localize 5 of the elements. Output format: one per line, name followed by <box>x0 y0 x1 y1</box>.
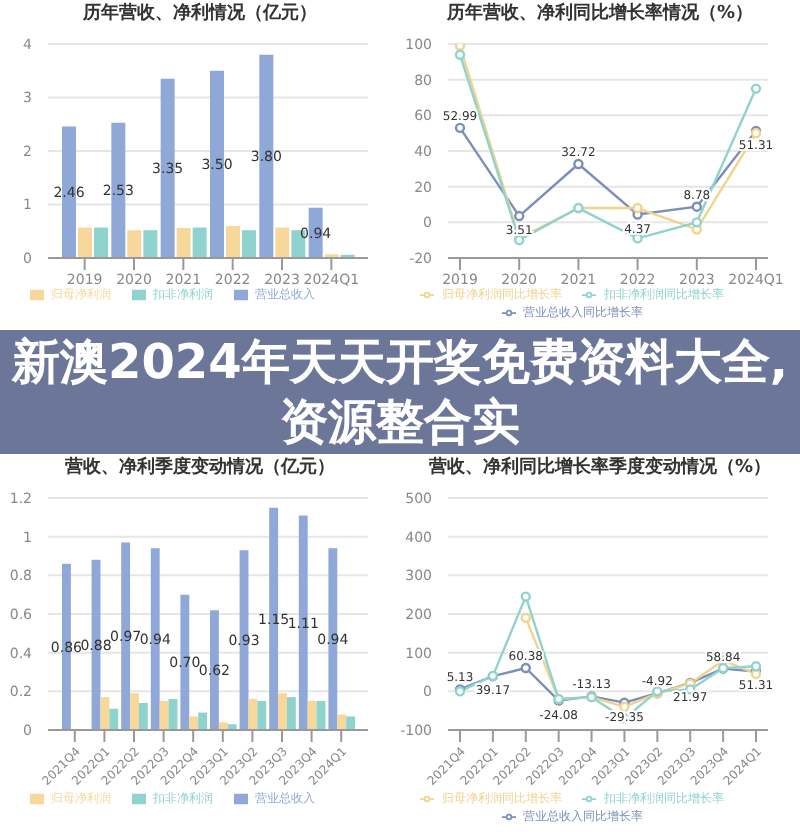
text: 新澳2024年天天开奖免费资料大全,资源整合实 <box>0 330 800 454</box>
chart-title: 历年营收、净利同比增长率情况（%） <box>444 0 756 28</box>
chart-title: 营收、净利同比增长率季度变动情况（%） <box>426 454 774 482</box>
chart-title: 历年营收、净利情况（亿元） <box>81 0 319 28</box>
chart-title: 营收、净利季度变动情况（亿元） <box>63 454 337 482</box>
